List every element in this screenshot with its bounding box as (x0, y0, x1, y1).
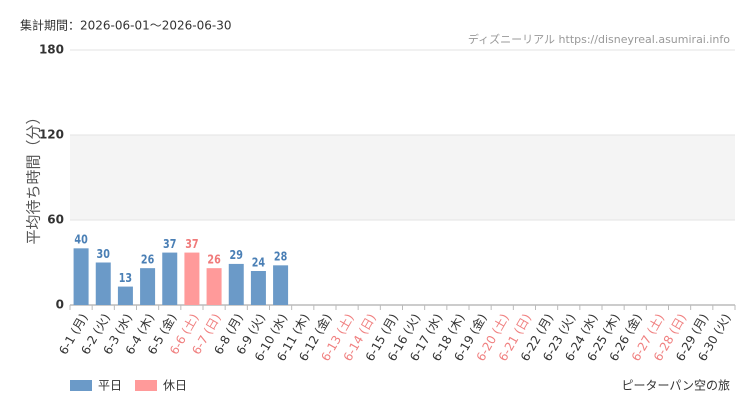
legend-swatch (135, 380, 157, 391)
bar (184, 252, 200, 305)
data-label: 30 (97, 247, 111, 261)
data-label: 37 (185, 237, 198, 251)
source: ディズニーリアル https://disneyreal.asumirai.inf… (468, 32, 730, 46)
data-label: 29 (230, 248, 243, 262)
data-label: 26 (141, 252, 154, 266)
bar (117, 286, 133, 305)
data-label: 28 (274, 250, 287, 264)
data-label: 37 (163, 237, 176, 251)
legend-swatch (70, 380, 92, 391)
data-label: 13 (119, 271, 132, 285)
y-axis-label: 平均待ち時間（分） (25, 109, 43, 244)
y-tick-label: 120 (39, 128, 64, 142)
bar (162, 252, 178, 305)
legend-label: 平日 (98, 379, 122, 393)
y-tick-label: 0 (56, 298, 64, 312)
data-label: 24 (252, 255, 266, 269)
bar (273, 265, 289, 305)
y-tick-label: 180 (39, 43, 64, 57)
subject: ピーターパン空の旅 (622, 379, 730, 393)
bar (95, 262, 111, 305)
chart-title: 集計期間：2026-06-01～2026-06-30 (20, 18, 231, 33)
bar (140, 268, 156, 305)
bar (250, 271, 266, 305)
y-tick-label: 60 (47, 213, 64, 227)
bar (228, 263, 244, 305)
data-label: 40 (74, 233, 88, 247)
bar (206, 268, 222, 305)
legend-label: 休日 (163, 379, 187, 393)
data-label: 26 (207, 252, 220, 266)
bar (73, 248, 89, 305)
shaded-band (70, 135, 735, 220)
